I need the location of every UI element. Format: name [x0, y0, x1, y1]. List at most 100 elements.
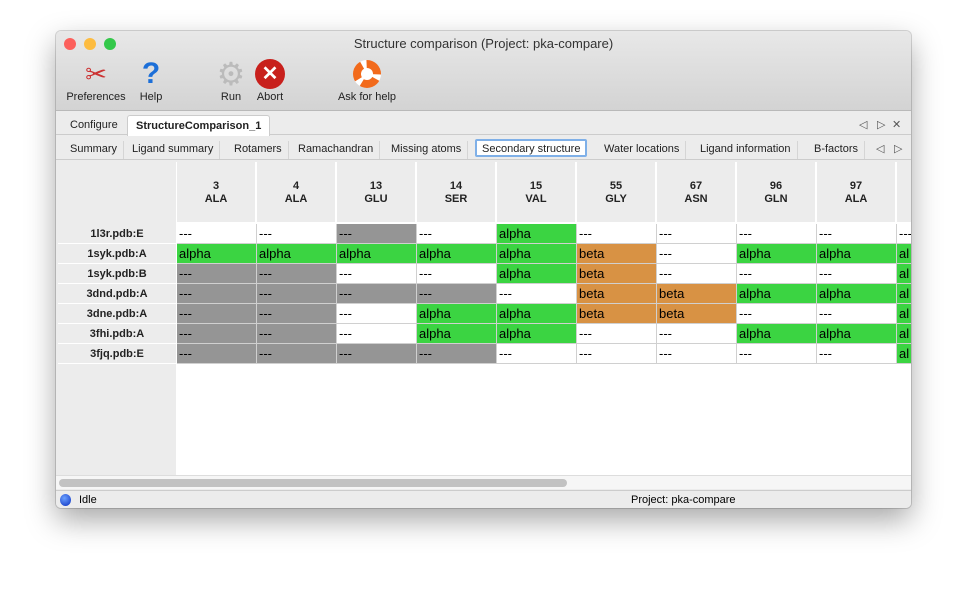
tab-secondary-structure[interactable]: Secondary structure: [475, 139, 588, 157]
table-cell[interactable]: beta: [657, 304, 737, 324]
table-cell[interactable]: ---: [577, 344, 657, 364]
table-cell[interactable]: ---: [817, 264, 897, 284]
row-header[interactable]: 3dnd.pdb:A: [58, 284, 176, 304]
tab-rotamers[interactable]: Rotamers: [228, 141, 289, 159]
column-header[interactable]: 15 VAL: [497, 162, 577, 224]
table-cell[interactable]: alpha: [817, 244, 897, 264]
table-cell[interactable]: ---: [337, 284, 417, 304]
row-header[interactable]: 3fhi.pdb:A: [58, 324, 176, 344]
table-cell[interactable]: ---: [737, 304, 817, 324]
table-cell[interactable]: al: [897, 324, 911, 344]
table-cell[interactable]: alpha: [337, 244, 417, 264]
table-cell[interactable]: ---: [897, 224, 911, 244]
table-cell[interactable]: ---: [737, 344, 817, 364]
table-cell[interactable]: alpha: [737, 284, 817, 304]
table-cell[interactable]: alpha: [737, 244, 817, 264]
table-cell[interactable]: ---: [257, 264, 337, 284]
table-cell[interactable]: alpha: [497, 224, 577, 244]
table-cell[interactable]: ---: [177, 284, 257, 304]
table-cell[interactable]: alpha: [257, 244, 337, 264]
table-cell[interactable]: ---: [657, 244, 737, 264]
subtab-scroll-right-icon[interactable]: ▷: [894, 143, 903, 155]
table-cell[interactable]: alpha: [497, 324, 577, 344]
table-cell[interactable]: ---: [257, 344, 337, 364]
table-cell[interactable]: beta: [577, 304, 657, 324]
table-cell[interactable]: alpha: [497, 304, 577, 324]
table-cell[interactable]: alpha: [417, 304, 497, 324]
table-cell[interactable]: alpha: [177, 244, 257, 264]
table-cell[interactable]: al: [897, 244, 911, 264]
table-cell[interactable]: ---: [417, 264, 497, 284]
column-header[interactable]: 67 ASN: [657, 162, 737, 224]
row-header[interactable]: 3dne.pdb:A: [58, 304, 176, 324]
tab-scroll-right-icon[interactable]: ▷: [877, 119, 886, 131]
table-cell[interactable]: ---: [177, 344, 257, 364]
table-cell[interactable]: alpha: [497, 244, 577, 264]
table-cell[interactable]: alpha: [497, 264, 577, 284]
column-header[interactable]: 96 GLN: [737, 162, 817, 224]
table-cell[interactable]: ---: [337, 304, 417, 324]
table-cell[interactable]: alpha: [817, 324, 897, 344]
table-cell[interactable]: alpha: [737, 324, 817, 344]
tab-structurecomparison-1[interactable]: StructureComparison_1: [127, 115, 271, 136]
table-cell[interactable]: ---: [657, 344, 737, 364]
table-cell[interactable]: ---: [497, 344, 577, 364]
run-button[interactable]: ⚙ Run: [214, 56, 248, 103]
column-header[interactable]: 3 ALA: [177, 162, 257, 224]
scrollbar-thumb[interactable]: [59, 479, 567, 487]
minimize-window-button[interactable]: [84, 38, 96, 50]
table-cell[interactable]: ---: [337, 324, 417, 344]
table-cell[interactable]: al: [897, 284, 911, 304]
row-header[interactable]: 1syk.pdb:A: [58, 244, 176, 264]
table-cell[interactable]: alpha: [417, 244, 497, 264]
close-tab-icon[interactable]: ✕: [892, 119, 902, 131]
table-cell[interactable]: ---: [657, 264, 737, 284]
table-cell[interactable]: beta: [657, 284, 737, 304]
table-cell[interactable]: ---: [497, 284, 577, 304]
tab-configure[interactable]: Configure: [70, 119, 118, 131]
table-cell[interactable]: ---: [657, 224, 737, 244]
close-window-button[interactable]: [64, 38, 76, 50]
tab-scroll-left-icon[interactable]: ◁: [859, 119, 868, 131]
horizontal-scrollbar[interactable]: [56, 475, 911, 489]
table-cell[interactable]: ---: [257, 324, 337, 344]
table-cell[interactable]: beta: [577, 264, 657, 284]
table-cell[interactable]: ---: [257, 284, 337, 304]
column-header[interactable]: 55 GLY: [577, 162, 657, 224]
table-cell[interactable]: ---: [577, 324, 657, 344]
tab-missing-atoms[interactable]: Missing atoms: [385, 141, 469, 159]
table-cell[interactable]: ---: [337, 264, 417, 284]
table-cell[interactable]: ---: [337, 224, 417, 244]
table-cell[interactable]: ---: [257, 224, 337, 244]
zoom-window-button[interactable]: [104, 38, 116, 50]
table-cell[interactable]: ---: [257, 304, 337, 324]
table-cell[interactable]: al: [897, 304, 911, 324]
column-header[interactable]: [897, 162, 911, 224]
table-cell[interactable]: ---: [817, 224, 897, 244]
tab-ramachandran[interactable]: Ramachandran: [292, 141, 381, 159]
row-header[interactable]: 1syk.pdb:B: [58, 264, 176, 284]
row-header[interactable]: 3fjq.pdb:E: [58, 344, 176, 364]
table-cell[interactable]: ---: [177, 264, 257, 284]
table-cell[interactable]: ---: [417, 344, 497, 364]
subtab-scroll-left-icon[interactable]: ◁: [876, 143, 885, 155]
table-cell[interactable]: ---: [817, 304, 897, 324]
table-cell[interactable]: alpha: [817, 284, 897, 304]
table-cell[interactable]: ---: [417, 224, 497, 244]
table-cell[interactable]: ---: [737, 224, 817, 244]
table-cell[interactable]: ---: [657, 324, 737, 344]
table-cell[interactable]: alpha: [417, 324, 497, 344]
tab-summary[interactable]: Summary: [64, 141, 125, 159]
table-cell[interactable]: ---: [417, 284, 497, 304]
tab-b-factors[interactable]: B-factors: [808, 141, 866, 159]
tab-water-locations[interactable]: Water locations: [598, 141, 687, 159]
column-header[interactable]: 97 ALA: [817, 162, 897, 224]
column-header[interactable]: 14 SER: [417, 162, 497, 224]
column-header[interactable]: 13 GLU: [337, 162, 417, 224]
help-button[interactable]: ? Help: [134, 57, 168, 103]
table-cell[interactable]: ---: [337, 344, 417, 364]
table-cell[interactable]: ---: [177, 224, 257, 244]
table-cell[interactable]: ---: [577, 224, 657, 244]
table-cell[interactable]: beta: [577, 284, 657, 304]
row-header[interactable]: 1l3r.pdb:E: [58, 224, 176, 244]
